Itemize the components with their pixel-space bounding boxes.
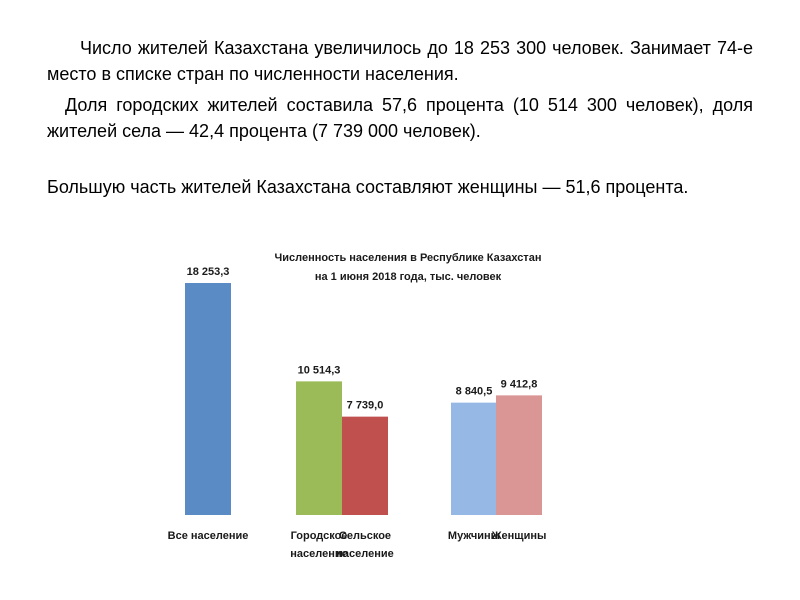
paragraph-urban-rural: Доля городских жителей составила 57,6 пр… (47, 95, 753, 141)
data-label: 10 514,3 (298, 364, 341, 376)
category-label: население (336, 548, 393, 560)
category-label: Все население (168, 530, 249, 542)
data-label: 18 253,3 (187, 266, 230, 278)
chart-title-line: Численность населения в Республике Казах… (275, 252, 542, 264)
category-label: Городское (291, 530, 348, 542)
category-label: население (290, 548, 347, 560)
data-label: 9 412,8 (501, 378, 538, 390)
paragraph-women-share: Большую часть жителей Казахстана составл… (47, 177, 689, 197)
data-label: 8 840,5 (456, 386, 493, 398)
bar (451, 402, 497, 515)
category-labels: Все население Городское население Сельское н… (168, 530, 547, 560)
category-label: Мужчины (448, 530, 500, 542)
bar (342, 416, 388, 515)
value-labels: 18 253,3 10 514,3 7 739,0 8 840,5 9 412,8 (187, 266, 538, 412)
bars (185, 283, 542, 515)
chart-title: Численность населения в Республике Казах… (275, 252, 542, 283)
paragraph-population: Число жителей Казахстана увеличилось до … (47, 38, 753, 84)
data-label: 7 739,0 (347, 400, 384, 412)
bar (296, 381, 342, 515)
bar (496, 395, 542, 515)
category-label: Сельское (339, 530, 391, 542)
chart-title-line: на 1 июня 2018 года, тыс. человек (315, 271, 502, 283)
category-label: Женщины (491, 530, 547, 542)
bar (185, 283, 231, 515)
